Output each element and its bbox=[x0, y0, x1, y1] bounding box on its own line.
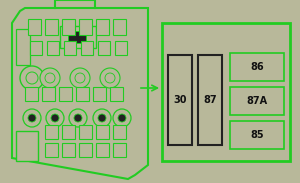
Circle shape bbox=[26, 72, 38, 84]
Circle shape bbox=[20, 66, 44, 90]
Bar bbox=[96, 125, 109, 139]
Bar bbox=[230, 53, 284, 81]
Bar bbox=[113, 19, 126, 35]
Circle shape bbox=[28, 114, 36, 122]
Bar bbox=[230, 87, 284, 115]
Circle shape bbox=[113, 109, 131, 127]
Circle shape bbox=[69, 109, 87, 127]
Bar bbox=[16, 29, 30, 65]
Text: 30: 30 bbox=[173, 95, 187, 105]
Bar bbox=[230, 121, 284, 149]
Bar bbox=[28, 19, 41, 35]
Bar bbox=[79, 143, 92, 157]
Bar bbox=[25, 87, 38, 101]
Bar bbox=[64, 41, 76, 55]
Bar bbox=[93, 87, 106, 101]
Circle shape bbox=[93, 109, 111, 127]
Bar bbox=[47, 41, 59, 55]
Bar bbox=[45, 19, 58, 35]
Circle shape bbox=[70, 68, 90, 88]
Circle shape bbox=[105, 73, 115, 83]
Bar bbox=[162, 23, 290, 161]
Bar bbox=[62, 143, 75, 157]
Circle shape bbox=[75, 73, 85, 83]
Bar bbox=[115, 41, 127, 55]
Bar bbox=[16, 131, 38, 161]
Bar bbox=[98, 41, 110, 55]
Circle shape bbox=[40, 68, 60, 88]
Bar bbox=[68, 31, 86, 43]
Bar bbox=[168, 55, 192, 145]
Polygon shape bbox=[12, 8, 148, 179]
Bar bbox=[60, 26, 96, 48]
Bar bbox=[30, 41, 42, 55]
Bar bbox=[79, 19, 92, 35]
Circle shape bbox=[46, 109, 64, 127]
Text: 85: 85 bbox=[250, 130, 264, 140]
Bar bbox=[45, 125, 58, 139]
Circle shape bbox=[45, 73, 55, 83]
Bar bbox=[96, 19, 109, 35]
Bar bbox=[113, 125, 126, 139]
Bar bbox=[45, 143, 58, 157]
Bar bbox=[76, 87, 89, 101]
Bar bbox=[96, 143, 109, 157]
Circle shape bbox=[51, 114, 59, 122]
Bar bbox=[198, 55, 222, 145]
Text: 86: 86 bbox=[250, 62, 264, 72]
Bar bbox=[110, 87, 123, 101]
Bar bbox=[81, 41, 93, 55]
Circle shape bbox=[74, 114, 82, 122]
Bar bbox=[62, 19, 75, 35]
Bar bbox=[79, 125, 92, 139]
Text: 87A: 87A bbox=[246, 96, 268, 106]
Bar bbox=[59, 87, 72, 101]
Bar bbox=[62, 125, 75, 139]
Bar bbox=[42, 87, 55, 101]
Text: 87: 87 bbox=[203, 95, 217, 105]
Circle shape bbox=[98, 114, 106, 122]
Circle shape bbox=[100, 68, 120, 88]
Circle shape bbox=[23, 109, 41, 127]
Circle shape bbox=[118, 114, 126, 122]
Bar bbox=[113, 143, 126, 157]
